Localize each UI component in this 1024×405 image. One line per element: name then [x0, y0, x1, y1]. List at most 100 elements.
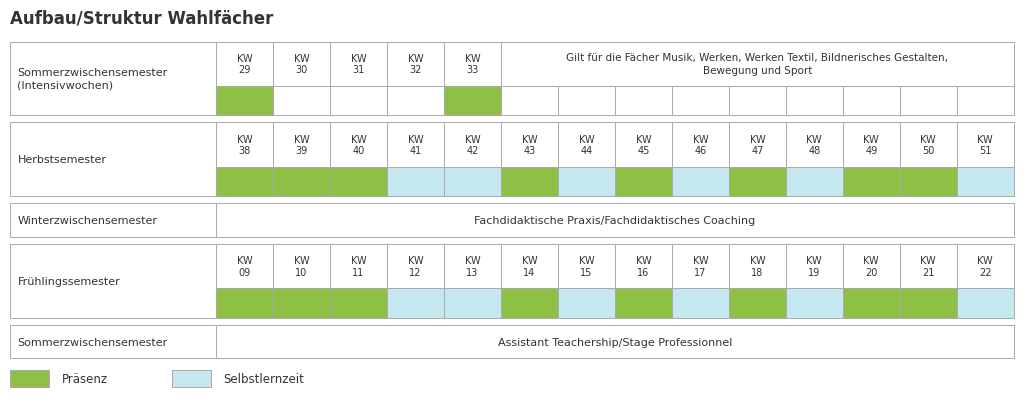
Bar	[387, 167, 444, 196]
Bar	[729, 123, 785, 167]
Text: KW
41: KW 41	[408, 134, 423, 156]
Text: KW
42: KW 42	[465, 134, 480, 156]
Bar	[558, 87, 614, 116]
Bar	[387, 245, 444, 288]
Bar	[10, 245, 216, 318]
Bar	[216, 167, 273, 196]
Bar	[10, 325, 216, 358]
Text: KW
22: KW 22	[978, 256, 993, 277]
Bar	[10, 370, 49, 387]
Text: KW
14: KW 14	[521, 256, 538, 277]
Text: KW
33: KW 33	[465, 54, 480, 75]
Text: KW
13: KW 13	[465, 256, 480, 277]
Bar	[330, 87, 387, 116]
Text: Präsenz: Präsenz	[61, 372, 108, 385]
Bar	[558, 123, 614, 167]
Bar	[614, 245, 672, 288]
Text: KW
51: KW 51	[978, 134, 993, 156]
Bar	[387, 43, 444, 87]
Bar	[900, 87, 956, 116]
Bar	[216, 43, 273, 87]
Bar	[501, 245, 558, 288]
Text: KW
10: KW 10	[294, 256, 309, 277]
Bar	[558, 167, 614, 196]
Text: Sommerzwischensemester
(Intensivwochen): Sommerzwischensemester (Intensivwochen)	[17, 68, 168, 90]
Text: KW
49: KW 49	[863, 134, 880, 156]
Text: Herbstsemester: Herbstsemester	[17, 155, 106, 165]
Text: KW
47: KW 47	[750, 134, 765, 156]
Bar	[785, 123, 843, 167]
Text: Selbstlernzeit: Selbstlernzeit	[223, 372, 304, 385]
Bar	[216, 325, 1014, 358]
Text: KW
17: KW 17	[692, 256, 709, 277]
Bar	[843, 288, 900, 318]
Bar	[330, 245, 387, 288]
Text: KW
32: KW 32	[408, 54, 423, 75]
Bar	[729, 288, 785, 318]
Text: KW
40: KW 40	[350, 134, 367, 156]
Bar	[672, 167, 729, 196]
Text: KW
46: KW 46	[692, 134, 709, 156]
Bar	[216, 288, 273, 318]
Text: Frühlingssemester: Frühlingssemester	[17, 276, 120, 286]
Text: KW
11: KW 11	[350, 256, 367, 277]
Text: Sommerzwischensemester: Sommerzwischensemester	[17, 337, 168, 347]
Bar	[330, 167, 387, 196]
Bar	[273, 245, 330, 288]
Bar	[273, 288, 330, 318]
Bar	[501, 87, 558, 116]
Text: KW
29: KW 29	[237, 54, 252, 75]
Text: KW
21: KW 21	[921, 256, 936, 277]
Text: KW
18: KW 18	[750, 256, 765, 277]
Bar	[900, 245, 956, 288]
Bar	[843, 245, 900, 288]
Text: KW
09: KW 09	[237, 256, 252, 277]
Bar	[672, 123, 729, 167]
Bar	[614, 87, 672, 116]
Bar	[273, 123, 330, 167]
Bar	[444, 245, 501, 288]
Bar	[843, 87, 900, 116]
Bar	[785, 167, 843, 196]
Text: KW
50: KW 50	[921, 134, 936, 156]
Bar	[785, 288, 843, 318]
Bar	[330, 123, 387, 167]
Bar	[501, 288, 558, 318]
Text: Gilt für die Fächer Musik, Werken, Werken Textil, Bildnerisches Gestalten,
Beweg: Gilt für die Fächer Musik, Werken, Werke…	[566, 53, 948, 76]
Bar	[785, 245, 843, 288]
Text: KW
38: KW 38	[237, 134, 252, 156]
Bar	[273, 43, 330, 87]
Text: KW
15: KW 15	[579, 256, 594, 277]
Bar	[785, 87, 843, 116]
Bar	[501, 123, 558, 167]
Text: KW
30: KW 30	[294, 54, 309, 75]
Bar	[444, 167, 501, 196]
Bar	[444, 43, 501, 87]
Bar	[729, 87, 785, 116]
Text: KW
19: KW 19	[807, 256, 822, 277]
Bar	[216, 245, 273, 288]
Bar	[614, 288, 672, 318]
Text: Winterzwischensemester: Winterzwischensemester	[17, 215, 158, 226]
Text: KW
16: KW 16	[636, 256, 651, 277]
Bar	[956, 288, 1014, 318]
Bar	[273, 167, 330, 196]
Bar	[672, 87, 729, 116]
Bar	[729, 167, 785, 196]
Text: KW
43: KW 43	[521, 134, 538, 156]
Text: Fachdidaktische Praxis/Fachdidaktisches Coaching: Fachdidaktische Praxis/Fachdidaktisches …	[474, 215, 756, 226]
Bar	[900, 123, 956, 167]
Bar	[843, 167, 900, 196]
Bar	[900, 288, 956, 318]
Bar	[614, 123, 672, 167]
Bar	[729, 245, 785, 288]
Bar	[10, 43, 216, 116]
Bar	[444, 288, 501, 318]
Bar	[172, 370, 211, 387]
Text: KW
48: KW 48	[807, 134, 822, 156]
Bar	[558, 288, 614, 318]
Bar	[273, 87, 330, 116]
Bar	[900, 167, 956, 196]
Bar	[444, 123, 501, 167]
Bar	[10, 204, 216, 237]
